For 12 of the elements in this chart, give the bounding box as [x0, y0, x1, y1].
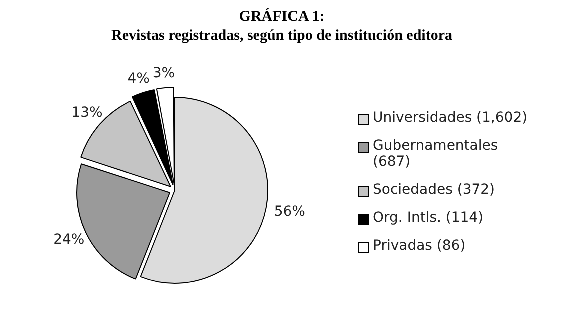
- legend-label: Gubernamentales (687): [373, 138, 500, 170]
- legend-label: Privadas (86): [373, 238, 466, 254]
- data-label: 24%: [54, 232, 85, 248]
- legend-label: Org. Intls. (114): [373, 210, 484, 226]
- legend-label: Sociedades (372): [373, 182, 496, 198]
- legend-label: Universidades (1,602): [373, 110, 528, 126]
- data-label: 13%: [72, 104, 103, 121]
- chart-subtitle: Revistas registradas, según tipo de institución editora: [110, 27, 454, 46]
- chart-title: GRÁFICA 1:: [238, 8, 326, 27]
- data-label: 4%: [128, 70, 150, 87]
- data-label: 56%: [274, 204, 306, 220]
- data-label: 3%: [152, 66, 176, 82]
